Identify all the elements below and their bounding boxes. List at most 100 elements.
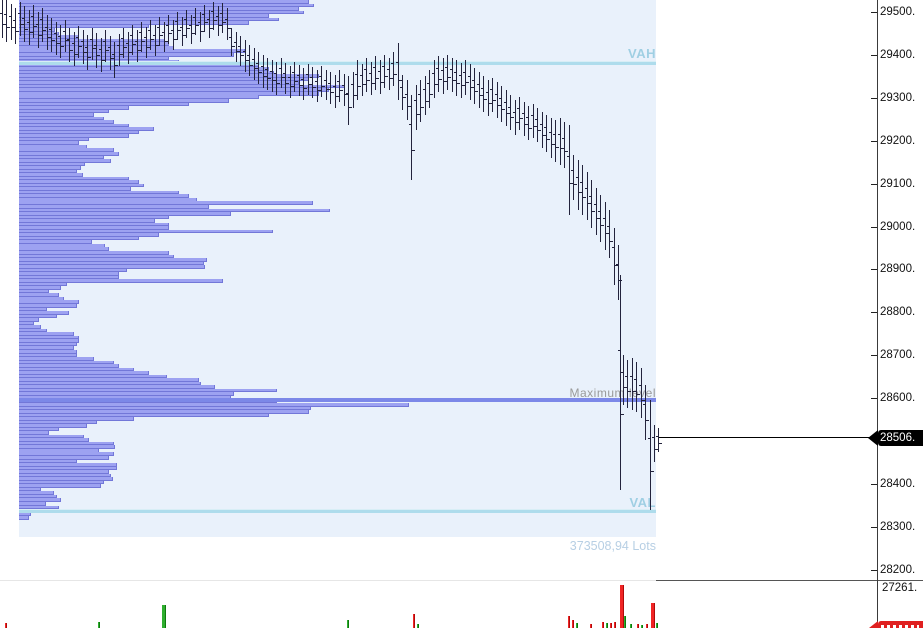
open-tick: [486, 92, 489, 94]
open-tick: [571, 170, 574, 172]
profile-row: [19, 53, 234, 57]
open-tick: [108, 47, 111, 49]
open-tick: [355, 74, 358, 76]
close-tick: [453, 80, 456, 82]
axis-tick: [871, 98, 877, 100]
price-bar: [641, 368, 643, 418]
price-bar: [29, 10, 31, 45]
price-bar: [186, 10, 188, 38]
price-bar: [78, 26, 80, 58]
close-tick: [34, 26, 37, 28]
close-tick: [309, 84, 312, 86]
price-bar: [245, 40, 247, 72]
profile-row: [19, 95, 259, 100]
profile-row: [19, 240, 92, 244]
close-tick: [381, 82, 384, 84]
close-tick: [52, 40, 55, 42]
open-tick: [171, 30, 174, 32]
close-tick: [534, 126, 537, 128]
price-bar: [542, 112, 544, 148]
price-bar: [411, 95, 413, 180]
price-bar: [299, 65, 301, 96]
close-tick: [336, 96, 339, 98]
vah-line[interactable]: [19, 62, 656, 65]
current-price-line[interactable]: [659, 437, 870, 439]
close-tick: [129, 52, 132, 54]
profile-row: [19, 141, 79, 145]
open-tick: [261, 66, 264, 68]
volume-bar: [651, 603, 655, 628]
profile-row: [19, 7, 299, 11]
open-tick: [508, 107, 511, 109]
price-bar: [339, 70, 341, 102]
profile-row: [19, 137, 89, 142]
open-tick: [472, 80, 475, 82]
open-tick: [130, 35, 133, 37]
close-tick: [322, 86, 325, 88]
total-volume-label: 373508,94 Lots: [569, 539, 656, 553]
volume-bar: [641, 625, 644, 628]
price-bar: [470, 64, 472, 100]
profile-row: [19, 332, 74, 336]
profile-row: [19, 17, 279, 22]
profile-row: [19, 201, 313, 206]
axis-tick-label: 29100.: [880, 178, 916, 190]
open-tick: [553, 134, 556, 136]
volume-bar: [162, 605, 166, 628]
axis-tick-label: 28800.: [880, 306, 916, 318]
profile-row: [19, 321, 34, 326]
close-tick: [543, 135, 546, 137]
open-tick: [531, 115, 534, 117]
price-bar: [321, 66, 323, 97]
open-tick: [337, 81, 340, 83]
profile-row: [19, 279, 223, 283]
close-tick: [174, 39, 177, 41]
close-tick: [331, 92, 334, 94]
close-tick: [435, 84, 438, 86]
open-tick: [103, 41, 106, 43]
price-bar: [173, 20, 175, 50]
price-bar: [83, 30, 85, 64]
profile-row: [19, 480, 104, 485]
close-tick: [160, 35, 163, 37]
open-tick: [445, 67, 448, 69]
close-tick: [659, 443, 662, 445]
open-tick: [94, 45, 97, 47]
open-tick: [4, 14, 7, 16]
price-bar: [506, 90, 508, 126]
volume-bar: [413, 614, 416, 628]
price-bar: [389, 58, 391, 90]
price-bar: [658, 428, 660, 452]
val-line[interactable]: [19, 510, 656, 513]
open-tick: [40, 19, 43, 21]
maximum-level-line[interactable]: [19, 398, 656, 402]
price-axis-line[interactable]: [877, 0, 879, 628]
open-tick: [0, 13, 3, 15]
open-tick: [549, 132, 552, 134]
open-tick: [391, 63, 394, 65]
close-tick: [475, 91, 478, 93]
close-tick: [340, 90, 343, 92]
price-bar: [645, 385, 647, 440]
close-tick: [93, 48, 96, 50]
profile-row: [19, 335, 79, 340]
open-tick: [328, 83, 331, 85]
profile-row: [19, 67, 269, 71]
open-tick: [463, 72, 466, 74]
open-tick: [369, 73, 372, 75]
price-bar: [110, 36, 112, 70]
price-bar: [38, 12, 40, 48]
price-bar: [330, 72, 332, 104]
profile-row: [19, 197, 197, 202]
profile-row: [19, 417, 134, 421]
volume-bar: [614, 622, 617, 628]
close-tick: [259, 72, 262, 74]
volume-bar: [417, 624, 420, 628]
close-tick: [363, 84, 366, 86]
close-tick: [246, 60, 249, 62]
open-tick: [85, 47, 88, 49]
profile-row: [19, 162, 85, 167]
open-tick: [607, 226, 610, 228]
profile-row: [19, 173, 83, 177]
